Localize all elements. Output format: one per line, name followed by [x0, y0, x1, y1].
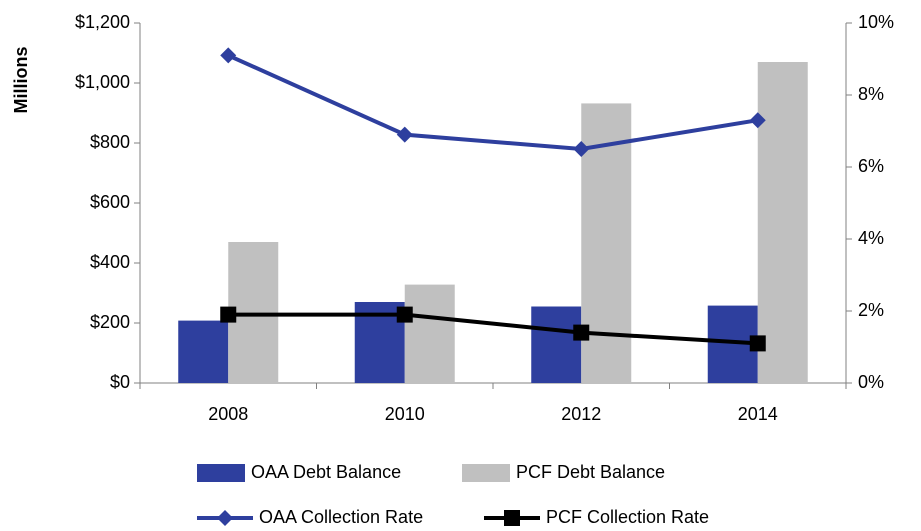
y2-tick-label: 2% — [858, 300, 884, 320]
point — [396, 126, 413, 143]
bar — [228, 242, 279, 383]
point — [573, 324, 590, 341]
y-tick-label: $400 — [90, 252, 130, 272]
line — [228, 312, 758, 346]
legend-swatch — [462, 464, 510, 482]
y-tick-label: $200 — [90, 312, 130, 332]
y2-tick-label: 8% — [858, 84, 884, 104]
legend-label: PCF Debt Balance — [516, 462, 665, 482]
y-tick-label: $0 — [110, 372, 130, 392]
y-tick-label: $1,200 — [75, 12, 130, 32]
y-axis-label: Millions — [11, 47, 31, 114]
bar — [531, 306, 582, 383]
legend-marker — [504, 510, 520, 526]
bar — [178, 320, 229, 383]
line — [227, 53, 759, 152]
point — [573, 141, 590, 157]
y-tick-label: $800 — [90, 132, 130, 152]
point — [220, 306, 237, 323]
x-tick-label: 2010 — [385, 404, 425, 424]
x-tick-label: 2008 — [208, 404, 248, 424]
y-tick-label: $600 — [90, 192, 130, 212]
y2-tick-label: 6% — [858, 156, 884, 176]
point — [749, 335, 766, 352]
legend-label: PCF Collection Rate — [546, 507, 709, 527]
y2-tick-label: 0% — [858, 372, 884, 392]
legend-label: OAA Collection Rate — [259, 507, 423, 527]
y-tick-label: $1,000 — [75, 72, 130, 92]
bar — [404, 284, 455, 383]
point — [220, 47, 237, 64]
point — [396, 306, 413, 323]
point — [749, 112, 766, 129]
bar — [757, 62, 808, 383]
legend-marker — [217, 510, 233, 526]
y2-tick-label: 4% — [858, 228, 884, 248]
legend-label: OAA Debt Balance — [251, 462, 401, 482]
x-tick-label: 2014 — [738, 404, 778, 424]
y2-tick-label: 10% — [858, 12, 894, 32]
legend-swatch — [197, 464, 245, 482]
x-tick-label: 2012 — [561, 404, 601, 424]
